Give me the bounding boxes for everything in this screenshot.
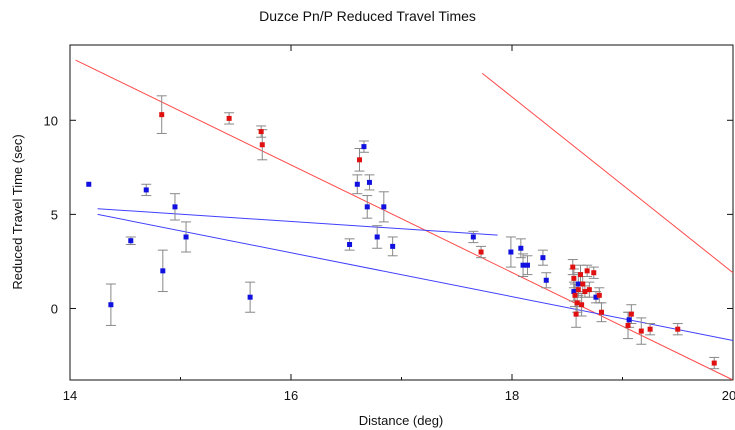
- data-point-series-1: [575, 281, 581, 287]
- y-axis-label: Reduced Travel Time (sec): [10, 134, 25, 289]
- x-axis-ticks: 14 16 18 20: [63, 45, 735, 403]
- data-point-series-1: [366, 179, 372, 185]
- x-tick-label: 14: [63, 388, 77, 403]
- data-point-series-2: [259, 142, 265, 148]
- data-point-series-1: [108, 302, 114, 308]
- data-point-series-2: [599, 309, 605, 315]
- y-axis-ticks: 0 5 10: [44, 113, 733, 316]
- data-point-series-1: [183, 234, 189, 240]
- data-point-series-1: [524, 262, 530, 268]
- data-point-series-1: [470, 234, 476, 240]
- data-point-series-1: [354, 181, 360, 187]
- data-point-series-2: [591, 270, 597, 276]
- data-point-series-2: [357, 157, 363, 163]
- data-point-series-2: [582, 289, 588, 295]
- data-point-series-1: [571, 289, 577, 295]
- data-point-series-1: [361, 144, 367, 150]
- data-point-series-2: [625, 322, 631, 328]
- data-point-series-2: [159, 112, 165, 118]
- data-point-series-1: [247, 294, 253, 300]
- data-point-series-2: [584, 268, 590, 274]
- fit-line-2: [481, 72, 734, 274]
- data-point-series-2: [628, 311, 634, 317]
- data-point-series-2: [580, 281, 586, 287]
- data-point-series-2: [638, 328, 644, 334]
- y-tick-label: 0: [51, 301, 58, 316]
- y-tick-label: 10: [44, 113, 58, 128]
- data-point-series-2: [675, 326, 681, 332]
- data-point-series-1: [543, 277, 549, 283]
- data-point-series-1: [128, 238, 134, 244]
- data-point-series-1: [626, 317, 632, 323]
- fit-line-3: [97, 208, 498, 236]
- data-point-series-2: [478, 249, 484, 255]
- data-point-series-2: [574, 300, 580, 306]
- data-point-series-1: [374, 234, 380, 240]
- data-point-series-1: [390, 243, 396, 249]
- data-point-series-1: [520, 262, 526, 268]
- data-points: [86, 112, 717, 366]
- x-axis-label: Distance (deg): [359, 413, 444, 428]
- data-point-series-2: [226, 115, 232, 121]
- data-point-series-1: [347, 241, 353, 247]
- x-tick-label: 16: [284, 388, 298, 403]
- data-point-series-2: [586, 287, 592, 293]
- chart-title: Duzce Pn/P Reduced Travel Times: [259, 8, 476, 24]
- data-point-series-1: [540, 255, 546, 261]
- data-point-series-2: [572, 292, 578, 298]
- data-point-series-2: [647, 326, 653, 332]
- data-point-series-2: [596, 292, 602, 298]
- data-point-series-1: [593, 294, 599, 300]
- x-tick-label: 20: [722, 388, 735, 403]
- data-point-series-1: [508, 249, 514, 255]
- data-point-series-2: [579, 302, 585, 308]
- data-point-series-1: [143, 187, 149, 193]
- data-point-series-2: [573, 311, 579, 317]
- data-point-series-2: [711, 360, 717, 366]
- data-point-series-1: [172, 204, 178, 210]
- data-point-series-1: [518, 245, 524, 251]
- data-point-series-1: [381, 204, 387, 210]
- data-point-series-1: [160, 268, 166, 274]
- plot-frame: [69, 44, 734, 381]
- fit-line-1: [75, 59, 734, 381]
- y-tick-label: 5: [51, 207, 58, 222]
- data-point-series-2: [575, 287, 581, 293]
- data-point-series-2: [578, 272, 584, 278]
- data-point-series-2: [258, 129, 264, 135]
- data-point-series-1: [364, 204, 370, 210]
- data-point-series-1: [86, 181, 92, 187]
- data-point-series-2: [570, 264, 576, 270]
- data-point-series-2: [571, 275, 577, 281]
- x-tick-label: 18: [505, 388, 519, 403]
